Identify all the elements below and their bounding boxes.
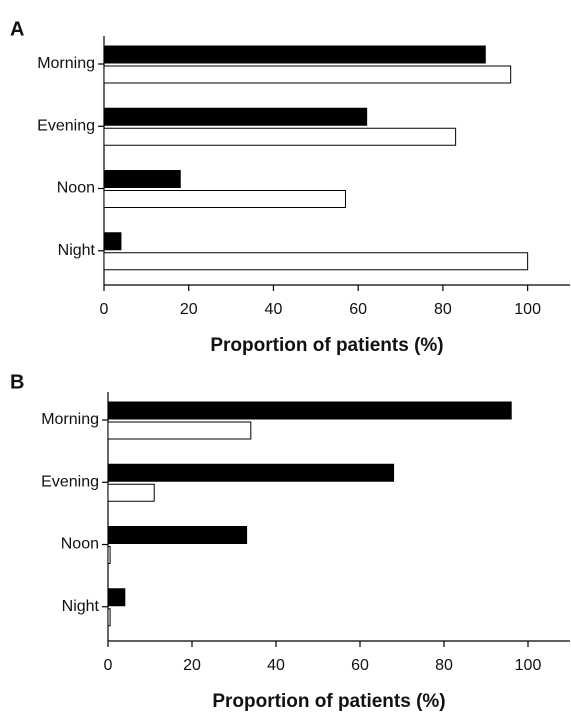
y-tick-label: Evening xyxy=(41,473,99,490)
y-tick-label: Noon xyxy=(61,536,99,553)
bar xyxy=(103,127,457,146)
bar xyxy=(107,526,248,544)
x-tick-label: 40 xyxy=(267,657,285,674)
x-tick-label: 40 xyxy=(265,301,283,318)
x-axis-title: Proportion of patients (%) xyxy=(210,335,443,356)
y-tick-label: Night xyxy=(58,242,96,259)
bar xyxy=(107,401,512,420)
x-tick-label: 100 xyxy=(514,301,541,318)
bar xyxy=(107,463,395,482)
x-tick-label: 0 xyxy=(100,301,109,318)
y-tick-label: Morning xyxy=(41,411,99,428)
x-tick-label: 100 xyxy=(515,657,542,674)
x-tick-label: 20 xyxy=(183,657,201,674)
x-tick-label: 80 xyxy=(434,301,452,318)
bar xyxy=(107,588,126,607)
y-tick-label: Noon xyxy=(57,180,95,197)
y-tick-label: Night xyxy=(62,598,100,615)
bar xyxy=(107,608,111,627)
x-tick-label: 60 xyxy=(349,301,367,318)
bar xyxy=(103,65,512,84)
bar xyxy=(107,546,111,564)
bar xyxy=(107,421,252,440)
bar xyxy=(107,483,155,502)
bar xyxy=(103,170,181,188)
panel-label: A xyxy=(10,18,24,40)
y-tick-label: Evening xyxy=(37,117,95,134)
y-tick-label: Morning xyxy=(37,55,95,72)
x-tick-label: 0 xyxy=(104,657,113,674)
bar xyxy=(103,45,486,64)
x-tick-label: 20 xyxy=(180,301,198,318)
bar xyxy=(103,232,122,251)
x-axis-title: Proportion of patients (%) xyxy=(212,691,445,712)
x-tick-label: 60 xyxy=(351,657,369,674)
bar xyxy=(103,107,368,126)
panel-label: B xyxy=(10,371,24,393)
x-tick-label: 80 xyxy=(435,657,453,674)
bar xyxy=(103,190,346,208)
bar xyxy=(103,252,529,271)
